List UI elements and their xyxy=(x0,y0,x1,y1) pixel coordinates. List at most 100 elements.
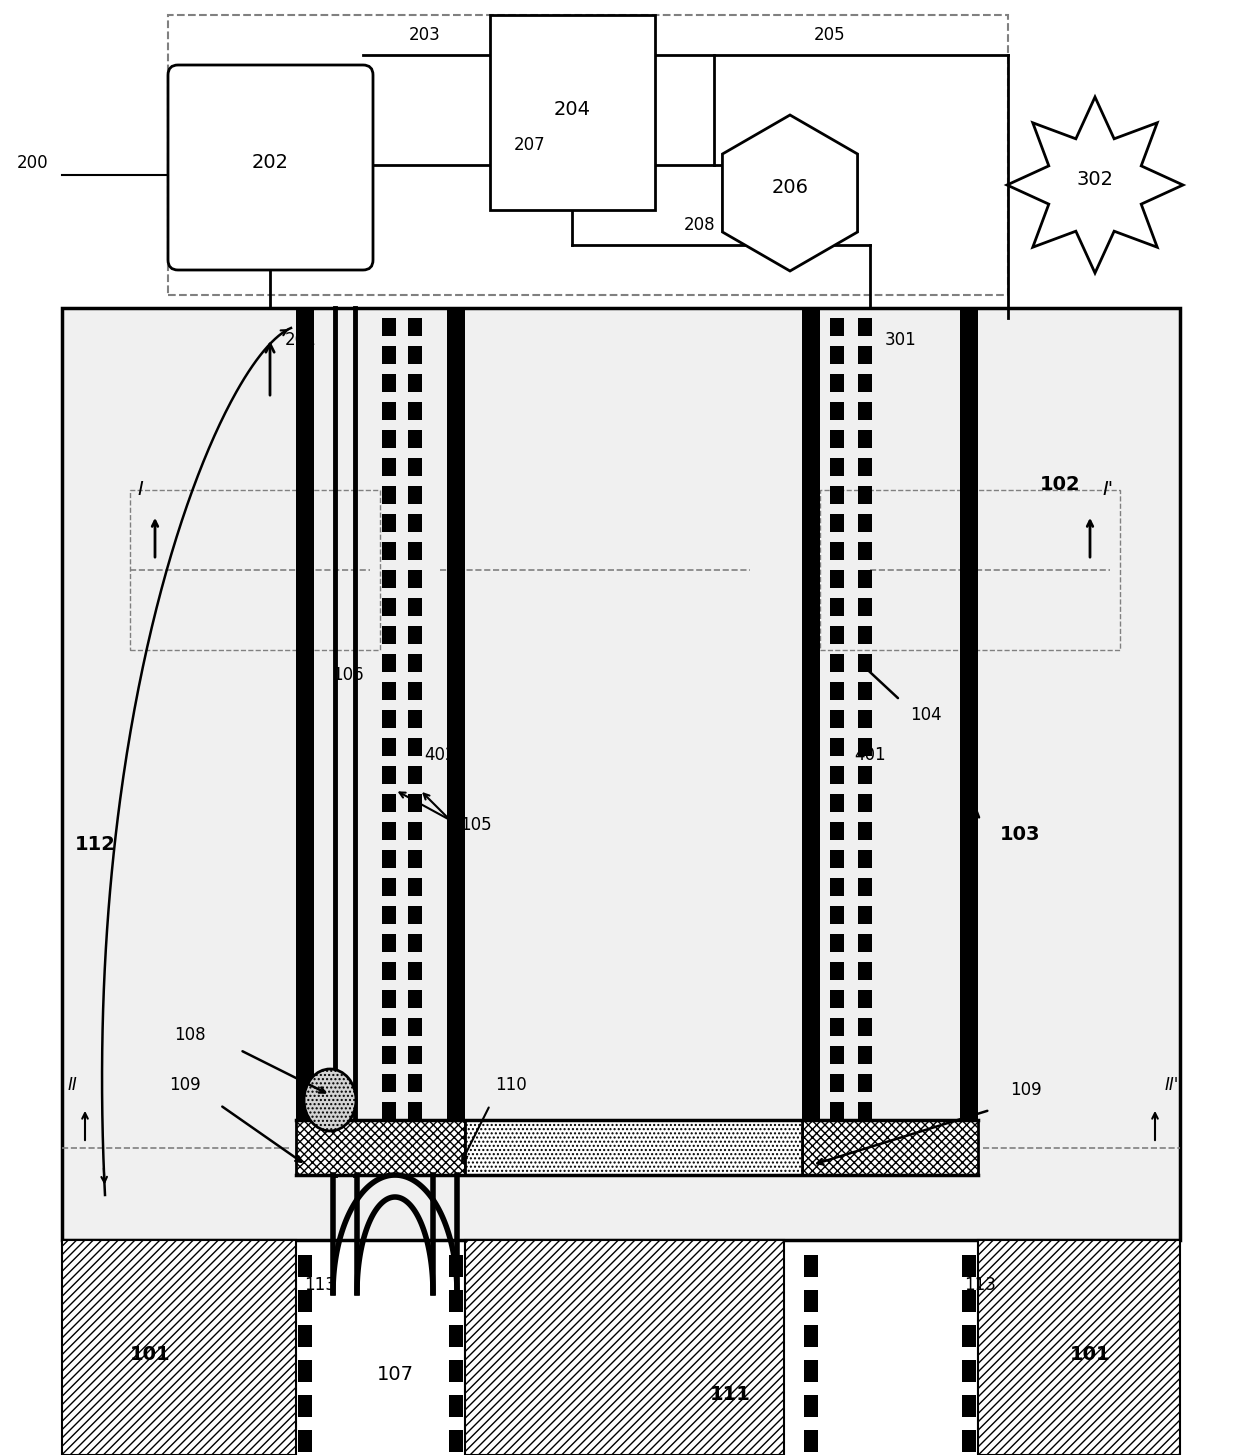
Bar xyxy=(858,626,872,645)
Bar xyxy=(830,765,844,784)
Bar xyxy=(858,1018,872,1036)
Text: II': II' xyxy=(1164,1077,1179,1094)
Bar xyxy=(858,738,872,757)
Bar xyxy=(62,1240,296,1455)
Bar xyxy=(449,1326,463,1347)
Polygon shape xyxy=(723,115,858,271)
Bar xyxy=(408,1074,422,1093)
Text: 301: 301 xyxy=(885,330,916,349)
Bar xyxy=(382,710,396,728)
Bar xyxy=(830,989,844,1008)
Bar xyxy=(490,15,655,210)
Bar xyxy=(408,374,422,391)
Bar xyxy=(960,308,978,1176)
Bar xyxy=(804,1395,818,1417)
Bar xyxy=(858,989,872,1008)
Bar xyxy=(830,1074,844,1093)
Bar xyxy=(382,374,396,391)
Bar xyxy=(298,1360,312,1382)
Bar xyxy=(858,514,872,533)
Text: 204: 204 xyxy=(553,100,590,119)
Bar xyxy=(382,682,396,700)
Bar xyxy=(858,850,872,869)
Bar xyxy=(962,1326,976,1347)
Bar xyxy=(408,1018,422,1036)
Bar xyxy=(382,1018,396,1036)
Bar xyxy=(858,486,872,503)
Bar xyxy=(408,319,422,336)
Bar xyxy=(298,1430,312,1452)
Bar xyxy=(408,1131,422,1148)
Bar xyxy=(830,374,844,391)
Bar xyxy=(830,1158,844,1176)
FancyBboxPatch shape xyxy=(167,65,373,271)
Bar xyxy=(382,319,396,336)
Bar xyxy=(382,402,396,420)
Bar xyxy=(830,738,844,757)
Bar xyxy=(858,934,872,952)
Bar xyxy=(830,822,844,840)
Bar xyxy=(830,1101,844,1120)
Bar xyxy=(962,1360,976,1382)
Bar xyxy=(382,598,396,615)
Bar xyxy=(449,1291,463,1312)
Bar xyxy=(298,1395,312,1417)
Bar xyxy=(830,850,844,869)
Bar xyxy=(298,1291,312,1312)
Text: 111: 111 xyxy=(709,1385,750,1404)
Bar xyxy=(858,570,872,588)
Text: 112: 112 xyxy=(74,835,115,854)
Text: 205: 205 xyxy=(815,26,846,44)
Bar xyxy=(962,1256,976,1277)
Bar xyxy=(408,486,422,503)
Bar xyxy=(382,1101,396,1120)
Bar xyxy=(804,1291,818,1312)
Bar xyxy=(382,514,396,533)
Bar xyxy=(858,1101,872,1120)
Bar xyxy=(382,458,396,476)
Text: 208: 208 xyxy=(684,215,715,234)
Bar xyxy=(962,1430,976,1452)
Text: I': I' xyxy=(1102,480,1114,499)
Bar xyxy=(830,906,844,924)
Text: 203: 203 xyxy=(409,26,441,44)
Bar xyxy=(830,794,844,812)
Bar xyxy=(408,738,422,757)
Bar xyxy=(408,458,422,476)
Bar xyxy=(830,1131,844,1148)
Bar xyxy=(830,598,844,615)
Bar xyxy=(408,514,422,533)
Bar xyxy=(962,1395,976,1417)
Bar xyxy=(449,1256,463,1277)
Bar xyxy=(830,543,844,560)
Bar xyxy=(408,710,422,728)
Bar xyxy=(408,653,422,672)
Bar xyxy=(382,543,396,560)
Bar xyxy=(382,1074,396,1093)
Bar xyxy=(382,570,396,588)
Bar xyxy=(830,1046,844,1064)
Text: 401: 401 xyxy=(854,746,885,764)
Text: 107: 107 xyxy=(377,1365,413,1384)
Bar xyxy=(298,1326,312,1347)
Bar xyxy=(408,598,422,615)
Bar xyxy=(858,1158,872,1176)
Bar xyxy=(408,626,422,645)
Text: 202: 202 xyxy=(252,153,289,172)
Bar xyxy=(382,626,396,645)
Bar xyxy=(830,402,844,420)
Bar xyxy=(858,346,872,364)
Bar xyxy=(830,319,844,336)
Bar xyxy=(465,1240,784,1455)
Bar xyxy=(382,877,396,896)
Bar xyxy=(858,794,872,812)
Text: II: II xyxy=(67,1077,77,1094)
Bar xyxy=(382,1131,396,1148)
Bar xyxy=(446,308,465,1176)
Bar xyxy=(449,1360,463,1382)
Bar xyxy=(130,490,379,650)
Bar xyxy=(408,962,422,981)
Bar xyxy=(382,1046,396,1064)
Bar xyxy=(62,308,1180,1240)
Bar xyxy=(296,1120,465,1176)
